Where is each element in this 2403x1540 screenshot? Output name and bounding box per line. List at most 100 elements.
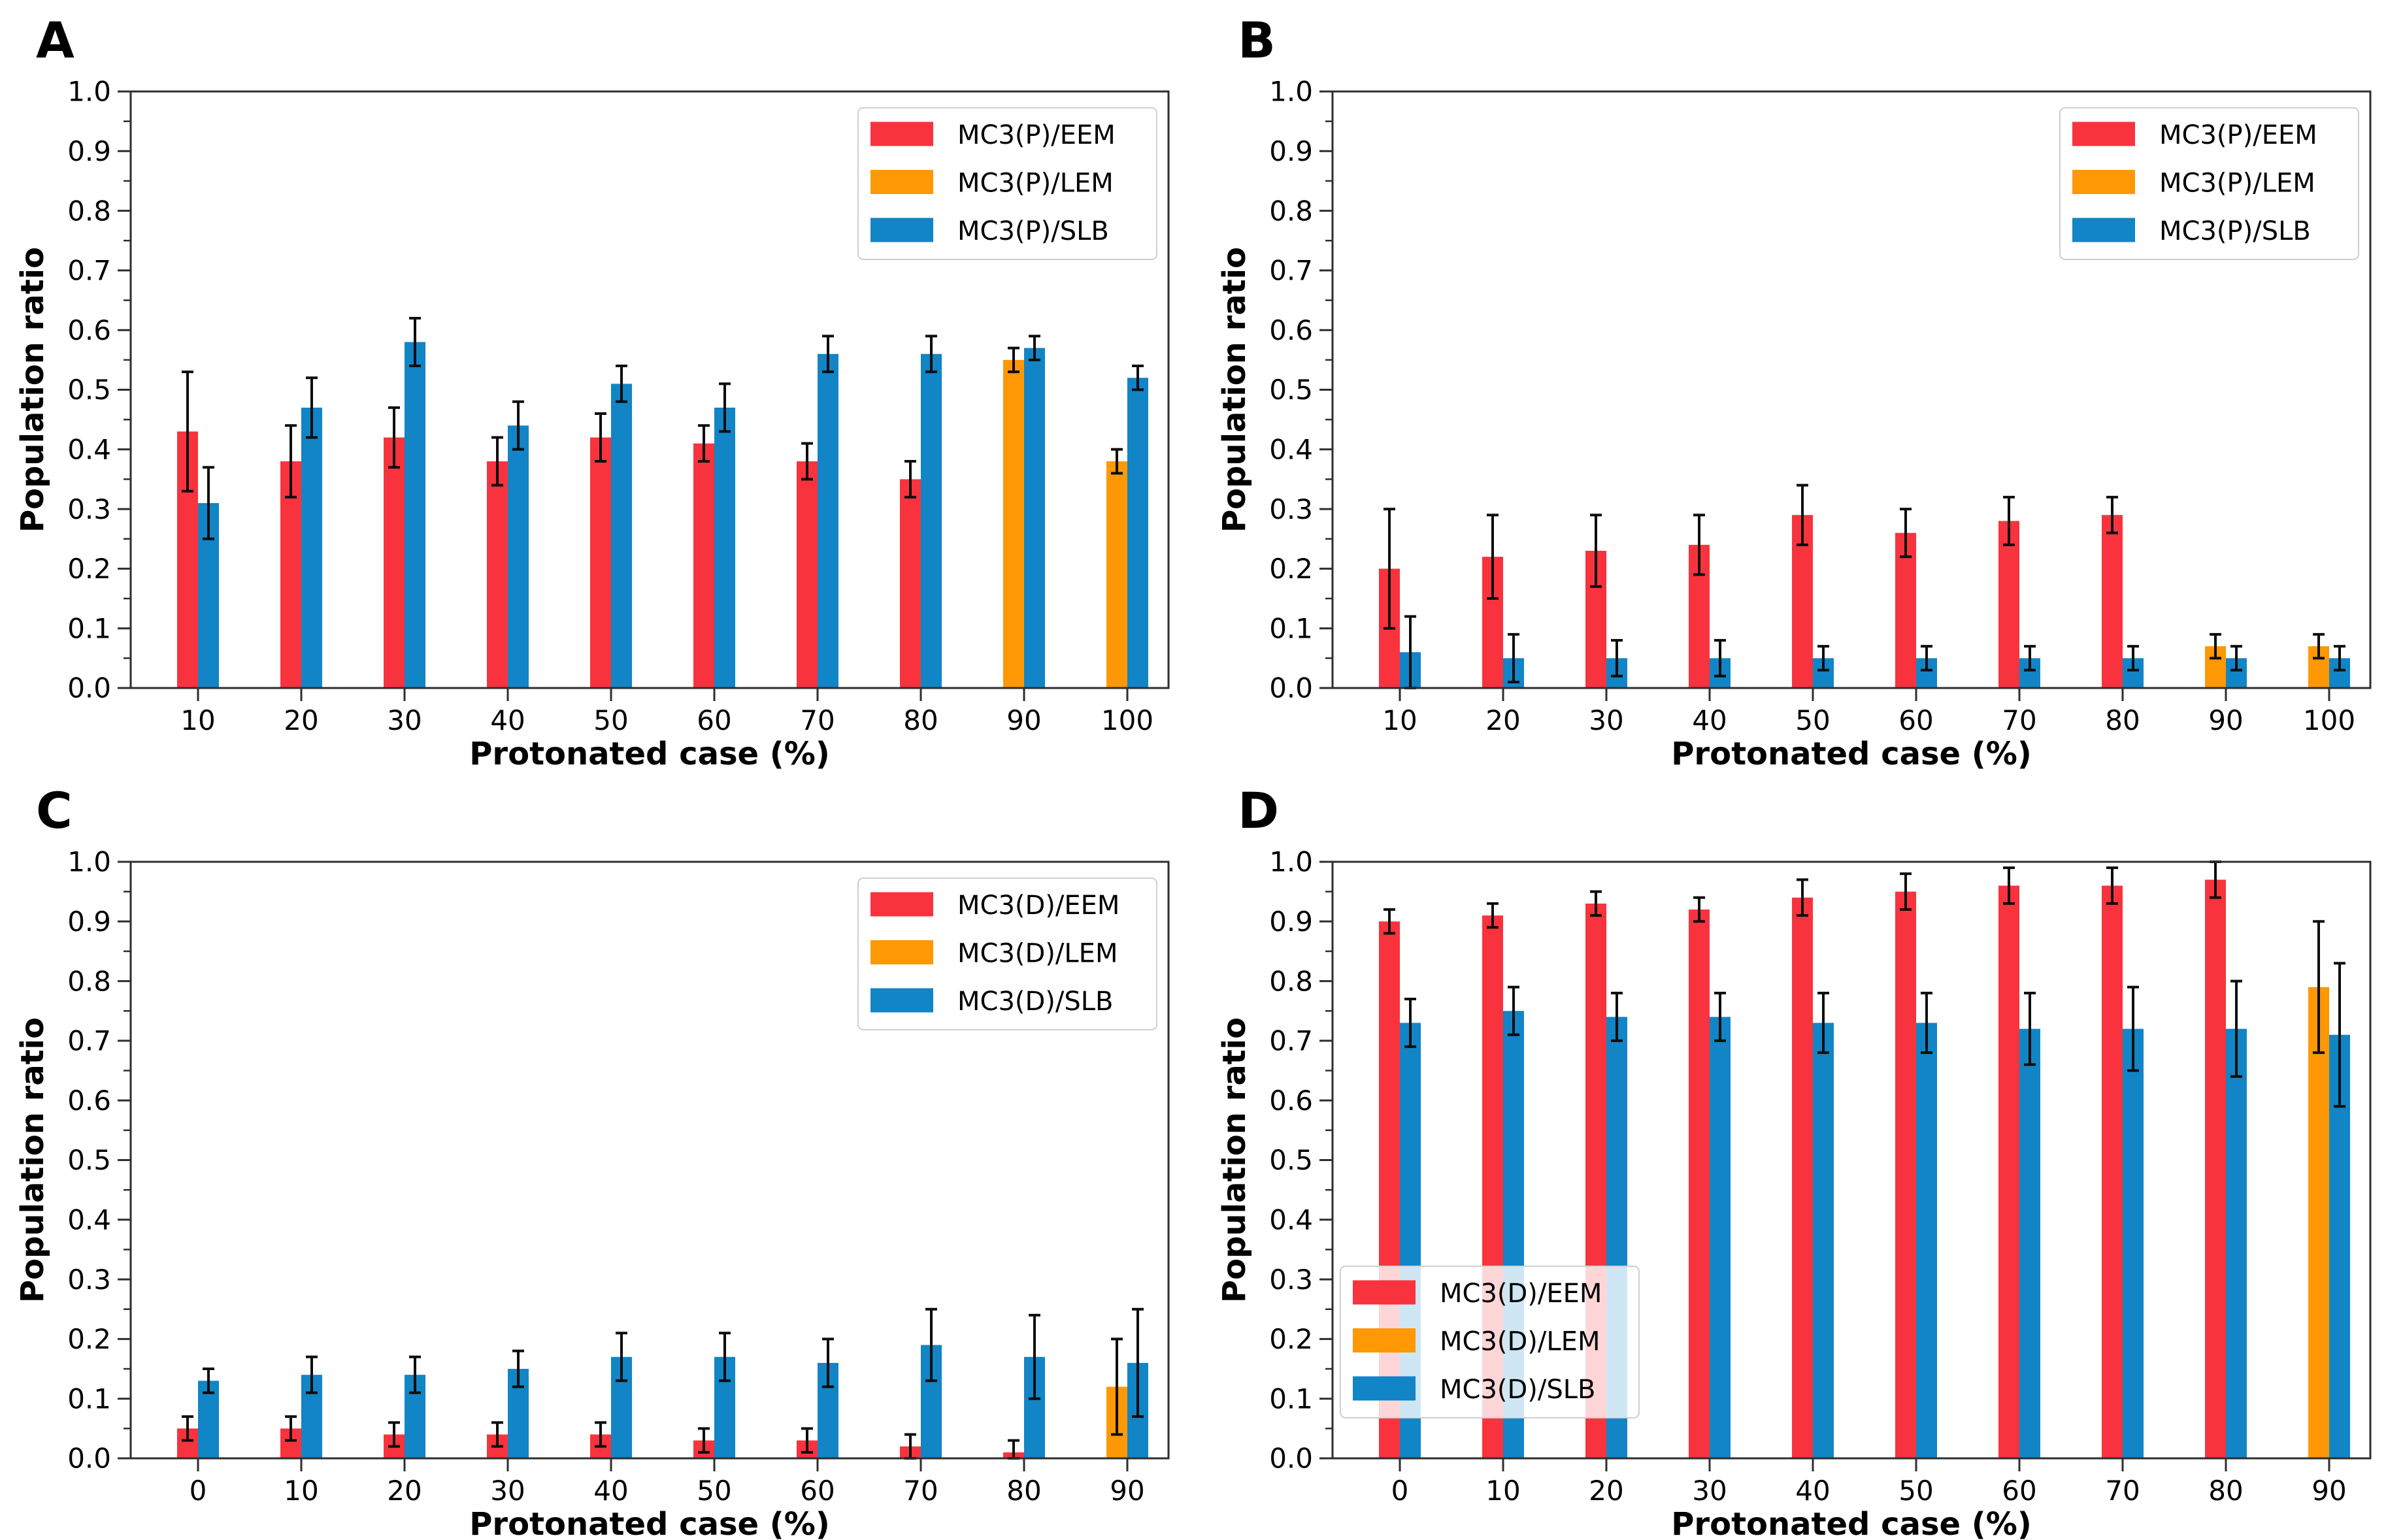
- x-tick-label: 60: [2002, 1475, 2036, 1507]
- panel-C: 0.0 0.1 0.2 0.3 0.4 0.5 0.6 0.7 0.8 0.9 1.0 0 10 20 30…: [0, 770, 1201, 1540]
- panel-A: 0.0 0.1 0.2 0.3 0.4 0.5 0.6 0.7 0.8 0.9 1.0 10 20 30 4…: [0, 0, 1201, 770]
- bar-eem: [2205, 879, 2226, 1458]
- bar-eem: [900, 479, 921, 688]
- x-axis-label: Protonated case (%): [469, 736, 830, 770]
- legend-swatch-eem: [870, 892, 933, 917]
- panel-label-A: A: [36, 11, 75, 69]
- legend-label: MC3(D)/SLB: [957, 987, 1114, 1017]
- x-tick-label: 0: [1391, 1475, 1409, 1507]
- legend-swatch-lem: [870, 170, 933, 194]
- x-tick-label: 40: [1795, 1475, 1830, 1507]
- x-tick-label: 10: [284, 1475, 318, 1507]
- y-tick-label: 0.9: [67, 906, 111, 938]
- plot-border: [129, 860, 1170, 1460]
- plot-border: [129, 90, 1170, 689]
- error-bars-group: [182, 316, 1144, 540]
- x-tick-label: 40: [1692, 704, 1727, 736]
- y-tick-label: 1.0: [1269, 76, 1313, 108]
- x-tick-label: 20: [387, 1475, 422, 1507]
- legend-label: MC3(D)/SLB: [1440, 1375, 1596, 1405]
- y-axis-label: Population ratio: [1216, 1017, 1253, 1303]
- y-tick-label: 0.2: [1269, 1323, 1313, 1355]
- bar-slb: [2226, 1028, 2247, 1458]
- y-axis-label: Population ratio: [1216, 247, 1253, 532]
- y-tick-label: 0.5: [1269, 1144, 1313, 1176]
- y-tick-label: 0.3: [1269, 493, 1313, 525]
- x-tick-label: 90: [2208, 704, 2243, 736]
- bar-slb: [1813, 1023, 1834, 1458]
- y-tick-label: 0.3: [67, 493, 111, 525]
- y-axis-label: Population ratio: [14, 247, 51, 532]
- y-tick-label: 0.1: [1269, 1383, 1313, 1415]
- bar-slb: [1916, 1023, 1937, 1458]
- error-bars-group: [182, 1307, 1144, 1460]
- y-tick-label: 0.1: [67, 1383, 111, 1415]
- bar-chart-C: 0.0 0.1 0.2 0.3 0.4 0.5 0.6 0.7 0.8 0.9 1.0 0 10 20 30…: [14, 846, 1170, 1540]
- x-tick-label: 60: [697, 704, 731, 736]
- bar-slb: [611, 384, 632, 688]
- x-tick-label: 10: [1485, 1475, 1520, 1507]
- y-tick-label: 0.5: [67, 1144, 111, 1176]
- axes-group: 0.0 0.1 0.2 0.3 0.4 0.5 0.6 0.7 0.8 0.9 1.0 0 10 20 30…: [1269, 846, 2347, 1507]
- axes-group: 0.0 0.1 0.2 0.3 0.4 0.5 0.6 0.7 0.8 0.9 1.0 0 10 20 30…: [67, 846, 1145, 1507]
- x-axis-label: Protonated case (%): [469, 1506, 830, 1540]
- y-tick-label: 0.7: [1269, 1025, 1313, 1057]
- bar-slb: [818, 353, 838, 688]
- bar-eem: [590, 437, 611, 688]
- bar-slb: [1024, 348, 1045, 688]
- y-tick-label: 0.0: [67, 1443, 111, 1475]
- x-axis-label: Protonated case (%): [1671, 1506, 2032, 1540]
- x-tick-label: 60: [1898, 704, 1933, 736]
- y-tick-label: 1.0: [1269, 846, 1313, 878]
- bar-eem: [1792, 897, 1813, 1458]
- legend-label: MC3(D)/LEM: [1440, 1327, 1600, 1357]
- panel-B: 0.0 0.1 0.2 0.3 0.4 0.5 0.6 0.7 0.8 0.9 1.0 10 20 30 4…: [1202, 0, 2403, 770]
- y-tick-label: 0.9: [1269, 906, 1313, 938]
- panel-label-C: C: [36, 781, 73, 840]
- bar-slb: [508, 425, 529, 688]
- legend-label: MC3(P)/SLB: [2159, 216, 2311, 246]
- y-tick-label: 0.6: [1269, 1085, 1313, 1117]
- x-tick-label: 70: [903, 1475, 938, 1507]
- plot-border: [1331, 860, 2372, 1460]
- x-tick-label: 50: [1898, 1475, 1933, 1507]
- error-bars-group: [1384, 483, 2345, 689]
- bar-eem: [1998, 885, 2019, 1458]
- legend: MC3(P)/EEM MC3(P)/LEM MC3(P)/SLB: [2059, 107, 2359, 260]
- y-tick-label: 0.4: [67, 1204, 111, 1236]
- y-tick-label: 0.8: [1269, 195, 1313, 227]
- panel-D: 0.0 0.1 0.2 0.3 0.4 0.5 0.6 0.7 0.8 0.9 1.0 0 10 20 30…: [1202, 770, 2403, 1540]
- x-tick-label: 80: [1006, 1475, 1041, 1507]
- legend-swatch-slb: [870, 988, 933, 1013]
- bar-lem: [2308, 987, 2329, 1458]
- y-tick-label: 0.7: [1269, 255, 1313, 287]
- y-tick-label: 0.8: [67, 965, 111, 997]
- y-tick-label: 0.6: [67, 314, 111, 346]
- bar-slb: [405, 342, 425, 688]
- bar-slb: [1127, 378, 1148, 688]
- bar-chart-A: 0.0 0.1 0.2 0.3 0.4 0.5 0.6 0.7 0.8 0.9 1.0 10 20 30 4…: [14, 76, 1170, 770]
- bars-group: [177, 342, 1148, 688]
- legend-swatch-eem: [2072, 122, 2135, 146]
- bar-eem: [487, 461, 508, 688]
- bar-eem: [693, 443, 714, 688]
- legend-swatch-slb: [2072, 218, 2135, 242]
- y-tick-label: 0.0: [1269, 1443, 1313, 1475]
- bar-chart-D: 0.0 0.1 0.2 0.3 0.4 0.5 0.6 0.7 0.8 0.9 1.0 0 10 20 30…: [1216, 846, 2372, 1540]
- x-tick-label: 10: [180, 704, 215, 736]
- panel-label-B: B: [1238, 11, 1276, 69]
- x-tick-label: 60: [800, 1475, 835, 1507]
- x-tick-label: 70: [2105, 1475, 2140, 1507]
- x-tick-label: 70: [800, 704, 835, 736]
- y-tick-label: 0.1: [67, 612, 111, 644]
- x-tick-label: 70: [2002, 704, 2036, 736]
- bar-lem: [1003, 359, 1024, 688]
- y-tick-label: 1.0: [67, 846, 111, 878]
- y-tick-label: 0.2: [67, 553, 111, 585]
- legend: MC3(D)/EEM MC3(D)/LEM MC3(D)/SLB: [1340, 1266, 1640, 1418]
- bar-eem: [797, 461, 818, 688]
- x-axis-label: Protonated case (%): [1671, 736, 2032, 770]
- x-tick-label: 30: [1589, 704, 1623, 736]
- legend-label: MC3(P)/EEM: [957, 120, 1116, 150]
- legend-swatch-slb: [870, 218, 933, 242]
